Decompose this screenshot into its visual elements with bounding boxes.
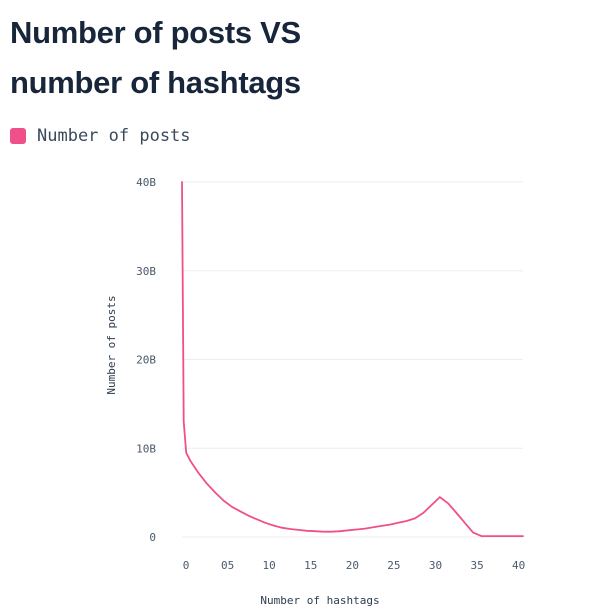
data-point bbox=[239, 510, 241, 512]
data-point bbox=[505, 535, 507, 537]
x-tick-label: 15 bbox=[304, 559, 317, 572]
chart-title-line-1: Number of posts VS bbox=[10, 15, 301, 50]
data-point bbox=[347, 529, 349, 531]
data-point bbox=[439, 496, 441, 498]
data-point bbox=[364, 528, 366, 530]
x-tick-label: 25 bbox=[387, 559, 400, 572]
x-tick-label: 10 bbox=[263, 559, 276, 572]
data-point bbox=[464, 522, 466, 524]
x-tick-label: 40 bbox=[512, 559, 525, 572]
data-point bbox=[447, 502, 449, 504]
data-point bbox=[480, 535, 482, 537]
data-point bbox=[381, 525, 383, 527]
data-point bbox=[297, 529, 299, 531]
x-tick-label: 0 bbox=[183, 559, 190, 572]
data-point bbox=[455, 512, 458, 514]
data-point bbox=[231, 506, 233, 508]
data-point bbox=[206, 483, 208, 485]
data-point bbox=[514, 535, 516, 537]
data-point bbox=[223, 500, 225, 502]
data-point bbox=[414, 517, 416, 520]
x-tick-label: 35 bbox=[470, 559, 483, 572]
y-tick-label: 30B bbox=[136, 265, 156, 278]
data-point bbox=[489, 535, 491, 537]
data-point bbox=[314, 530, 316, 532]
data-point bbox=[322, 531, 324, 533]
data-point bbox=[472, 532, 474, 534]
legend-swatch-number-of-posts bbox=[10, 128, 26, 144]
x-tick-label: 05 bbox=[221, 559, 234, 572]
y-tick-label: 0 bbox=[149, 531, 156, 544]
grid-lines bbox=[182, 181, 523, 538]
chart-legend: Number of posts bbox=[10, 124, 191, 148]
data-point bbox=[356, 528, 358, 531]
y-tick-label: 10B bbox=[136, 442, 156, 455]
data-point bbox=[289, 528, 291, 530]
y-tick-label: 40B bbox=[136, 176, 156, 189]
data-point bbox=[181, 181, 183, 183]
data-point bbox=[189, 460, 191, 462]
chart-title: Number of posts VS number of hashtags bbox=[10, 8, 570, 108]
x-tick-label: 20 bbox=[346, 559, 359, 572]
data-point bbox=[372, 526, 374, 528]
data-point bbox=[331, 531, 333, 533]
x-tick-label: 30 bbox=[429, 559, 442, 572]
data-point bbox=[406, 520, 408, 522]
series-line-number-of-posts bbox=[181, 181, 524, 537]
y-axis-ticks: 0 10B 20B 30B 40B bbox=[136, 176, 156, 544]
x-axis-ticks: 0 05 10 15 20 25 30 35 40 bbox=[183, 559, 526, 572]
y-axis-title: Number of posts bbox=[105, 295, 118, 394]
data-point bbox=[264, 522, 266, 524]
data-point bbox=[397, 522, 399, 524]
legend-label-number-of-posts: Number of posts bbox=[37, 126, 191, 146]
data-point bbox=[247, 515, 250, 517]
data-point bbox=[422, 512, 424, 514]
data-point bbox=[389, 524, 391, 526]
data-point bbox=[183, 421, 185, 423]
data-point bbox=[306, 530, 308, 532]
data-point bbox=[339, 530, 341, 532]
data-point bbox=[430, 504, 433, 506]
data-point bbox=[198, 472, 200, 474]
series-layer bbox=[181, 181, 524, 537]
data-point bbox=[272, 524, 275, 527]
data-point bbox=[281, 527, 283, 529]
data-point bbox=[256, 518, 258, 520]
data-point bbox=[522, 535, 524, 537]
chart-title-line-2: number of hashtags bbox=[10, 65, 301, 100]
x-axis-title: Number of hashtags bbox=[260, 594, 379, 607]
data-point bbox=[214, 492, 216, 494]
data-point bbox=[185, 452, 187, 454]
y-tick-label: 20B bbox=[136, 354, 156, 367]
data-point bbox=[497, 535, 499, 537]
